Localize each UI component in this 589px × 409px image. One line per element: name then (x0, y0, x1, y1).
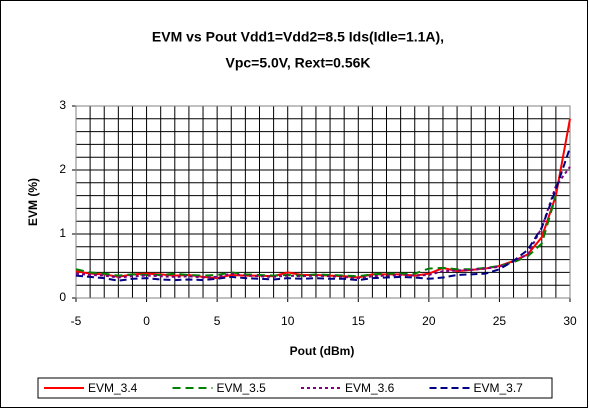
legend-label: EVM_3.5 (217, 381, 267, 395)
x-axis-label: Pout (dBm) (290, 344, 355, 358)
x-tick-label: -5 (71, 314, 82, 328)
y-tick-label: 3 (59, 98, 66, 112)
x-tick-label: 0 (143, 314, 150, 328)
legend (37, 377, 553, 399)
x-tick-label: 30 (563, 314, 577, 328)
x-tick-label: 10 (281, 314, 295, 328)
chart-title: EVM vs Pout Vdd1=Vdd2=8.5 Ids(Idle=1.1A)… (152, 29, 444, 45)
x-tick-label: 15 (352, 314, 366, 328)
plot-area (76, 106, 570, 298)
y-axis-label: EVM (%) (26, 178, 40, 226)
x-tick-label: 20 (422, 314, 436, 328)
x-tick-label: 5 (214, 314, 221, 328)
series-line (75, 147, 571, 282)
y-tick-label: 2 (59, 162, 66, 176)
plot-border (75, 105, 571, 299)
chart-title: Vpc=5.0V, Rext=0.56K (225, 55, 370, 71)
legend-label: EVM_3.4 (88, 381, 138, 395)
x-tick-label: 25 (493, 314, 507, 328)
legend-label: EVM_3.7 (474, 381, 524, 395)
series-line (75, 166, 571, 280)
legend-label: EVM_3.6 (345, 381, 395, 395)
y-tick-label: 1 (59, 226, 66, 240)
series-line (75, 195, 557, 278)
y-tick-label: 0 (59, 290, 66, 304)
